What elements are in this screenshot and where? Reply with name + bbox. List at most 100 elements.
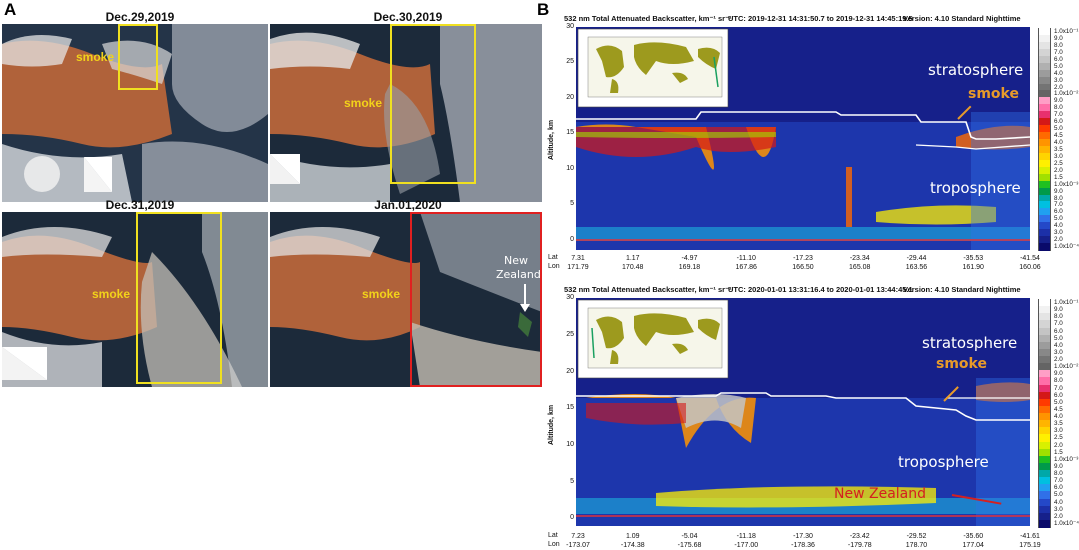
plot1-title: 532 nm Total Attenuated Backscatter, km⁻…: [564, 14, 732, 23]
colorbar-2-swatch: [1038, 512, 1051, 521]
plot1-lon-value: 163.56: [905, 264, 928, 271]
colorbar-2-swatch: [1038, 434, 1051, 442]
colorbar-1-label: 3.5: [1054, 145, 1063, 153]
plot2-lon-value: -179.78: [847, 542, 872, 549]
plot1-stratosphere: stratosphere: [928, 61, 1024, 79]
colorbar-1-swatch: [1038, 222, 1051, 230]
satellite-image-4-graphic: [270, 212, 542, 387]
colorbar-2-label: 6.0: [1054, 327, 1063, 335]
colorbar-2-swatch: [1038, 341, 1051, 350]
colorbar-2-label: 8.0: [1054, 377, 1063, 385]
colorbar-1-label: 9.0: [1054, 97, 1063, 105]
colorbar-2-label: 3.0: [1054, 427, 1063, 435]
colorbar-2-swatch: [1038, 398, 1051, 407]
plot1-lat-value: -35.53: [963, 255, 984, 262]
colorbar-2-swatch: [1038, 405, 1051, 414]
colorbar-1-label: 7.0: [1054, 201, 1063, 209]
colorbar-2-label: 5.0: [1054, 491, 1063, 499]
colorbar-1-label: 6.0: [1054, 208, 1063, 216]
satellite-date-3: Dec.31,2019: [105, 198, 175, 212]
plot2-lon-value: -177.00: [734, 542, 759, 549]
plot1-xtick-3: -11.10 167.86: [728, 254, 764, 272]
plot1-ylabel: Altitude, km: [548, 119, 555, 160]
plot2-smoke: smoke: [936, 356, 987, 372]
colorbar-2-swatch: [1038, 498, 1051, 507]
satellite-image-2: [270, 24, 542, 202]
plot2-lat-value: 1.09: [625, 533, 640, 540]
plot2-graphic: [576, 299, 1030, 526]
colorbar-2-label: 3.0: [1054, 348, 1063, 356]
plot1-area: [576, 27, 1030, 250]
colorbar-1-swatch: [1038, 111, 1051, 119]
plot1-xtick-7: -35.53 161.90: [955, 254, 991, 272]
colorbar-1-label: 9.0: [1054, 187, 1063, 195]
colorbar-2-swatch: [1038, 448, 1051, 457]
colorbar-2-swatch: [1038, 477, 1051, 485]
colorbar-2-label: 2.0: [1054, 512, 1063, 520]
plot2-ylabel: Altitude, km: [548, 404, 555, 445]
plot2-lon-value: -173.07: [566, 542, 590, 549]
plot1-ytick-25: 25: [566, 58, 574, 65]
colorbar-2-swatch: [1038, 334, 1051, 343]
colorbar-1-swatch: [1038, 55, 1051, 64]
plot2-troposphere: troposphere: [898, 453, 989, 471]
colorbar-2-label: 6.0: [1054, 484, 1063, 492]
plot1-ytick-5: 5: [570, 200, 574, 207]
plot2-lon-value: 175.19: [1019, 542, 1041, 549]
satellite-image-1-graphic: [2, 24, 268, 202]
plot1-lon-value: 169.18: [678, 264, 701, 271]
smoke-box-4: [410, 212, 542, 387]
smoke-box-1: [118, 24, 158, 90]
colorbar-2-label: 3.5: [1054, 420, 1063, 428]
colorbar-2-label: 5.0: [1054, 334, 1063, 342]
colorbar-2-swatch: [1038, 363, 1051, 371]
colorbar-1-swatch: [1038, 159, 1051, 168]
colorbar-1-label: 4.0: [1054, 222, 1063, 230]
new-zealand-label-a: New Zealand: [496, 254, 541, 281]
colorbar-2-label: 9.0: [1054, 462, 1063, 470]
colorbar-1-swatch: [1038, 41, 1051, 50]
plot2-lat-value: -11.18: [736, 533, 756, 540]
colorbar-1-label: 4.5: [1054, 132, 1063, 140]
smoke-label-2: smoke: [344, 96, 383, 110]
plot2-lat-value: -5.04: [681, 533, 698, 540]
colorbar-2-swatch: [1038, 320, 1051, 328]
satellite-image-2-graphic: [270, 24, 542, 202]
colorbar-2-swatch: [1038, 377, 1051, 385]
panel-b-letter: B: [537, 0, 550, 19]
colorbar-1-label: 1.0x10⁻²: [1054, 90, 1079, 98]
colorbar-2-swatch: [1038, 370, 1051, 378]
colorbar-1-swatch: [1038, 236, 1051, 244]
colorbar-2-label: 7.0: [1054, 384, 1063, 392]
colorbar-1-label: 5.0: [1054, 125, 1063, 133]
plot1-xtick-5: -23.34 165.08: [842, 254, 878, 272]
plot1-troposphere: troposphere: [930, 179, 1021, 197]
plot2-ytick-10: 10: [566, 441, 574, 448]
plot2-xtick-1: 1.09 -174.38: [615, 532, 651, 550]
colorbar-2-swatch: [1038, 391, 1051, 400]
plot1-smoke: smoke: [968, 86, 1019, 102]
colorbar-1-label: 2.5: [1054, 159, 1063, 167]
satellite-date-1: Dec.29,2019: [105, 10, 175, 24]
colorbar-2-swatch: [1038, 327, 1051, 336]
plot2-lat-value: 7.23: [571, 533, 585, 540]
colorbar-1-swatch: [1038, 243, 1051, 251]
new-zealand-arrow-a: [524, 284, 526, 306]
colorbar-2-swatch: [1038, 420, 1051, 428]
plot2-lon-value: -175.68: [677, 542, 702, 549]
colorbar-1-label: 4.0: [1054, 139, 1063, 146]
colorbar-2-label: 4.0: [1054, 341, 1063, 349]
plot1-lat-value: 7.31: [571, 255, 585, 262]
colorbar-1-label: 6.0: [1054, 55, 1063, 63]
plot1-lon-label: Lon: [548, 263, 560, 270]
colorbar-1-label: 1.5: [1054, 173, 1063, 181]
colorbar-1-label: 8.0: [1054, 41, 1063, 49]
colorbar-1-label: 8.0: [1054, 194, 1063, 202]
plot2-lon-label: Lon: [548, 541, 560, 548]
plot1-ytick-15: 15: [566, 129, 574, 136]
colorbar-2-label: 4.5: [1054, 405, 1063, 413]
plot2-xtick-0: 7.23 -173.07: [560, 532, 596, 550]
colorbar-1-label: 7.0: [1054, 111, 1063, 119]
plot2-lat-value: -29.52: [906, 533, 927, 540]
colorbar-1-label: 5.0: [1054, 62, 1063, 70]
